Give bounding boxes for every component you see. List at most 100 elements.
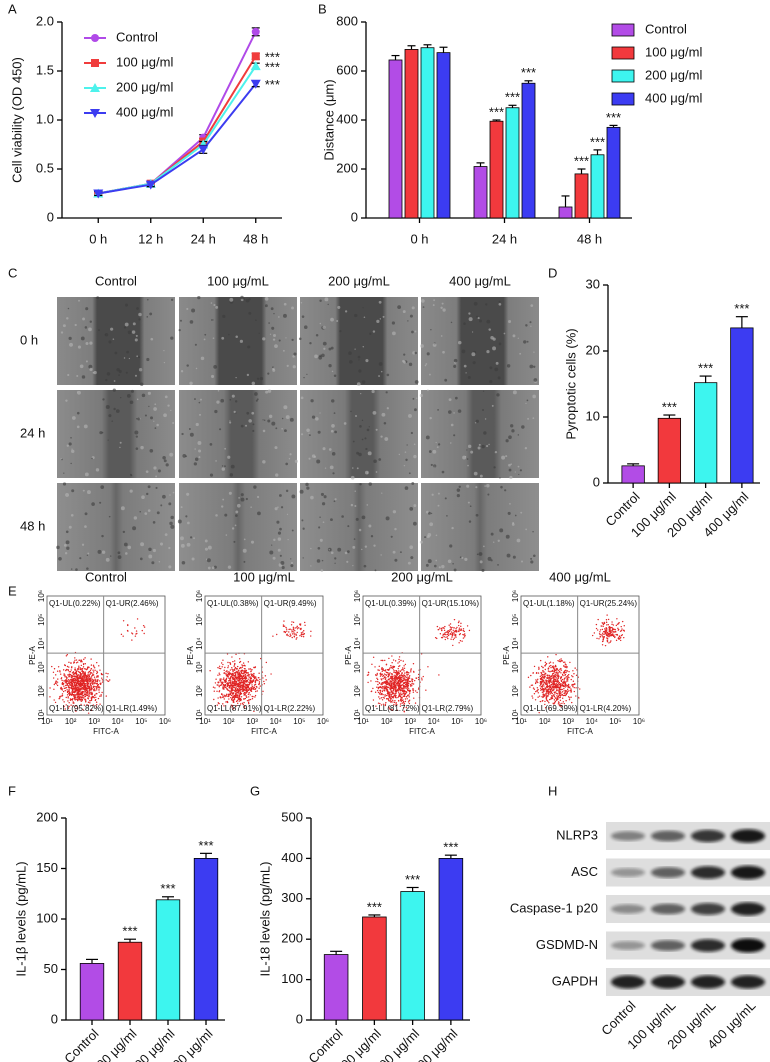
event-dot xyxy=(404,672,406,674)
event-dot xyxy=(253,676,256,678)
y-tick-label: 0 xyxy=(47,209,54,224)
cell-texture xyxy=(70,568,73,570)
plot-frame xyxy=(204,595,324,716)
event-dot xyxy=(408,694,410,696)
event-dot xyxy=(405,696,408,698)
event-dot xyxy=(408,690,411,693)
event-dot xyxy=(98,665,100,667)
cell-texture xyxy=(71,489,75,493)
event-dot xyxy=(242,680,244,682)
event-dot xyxy=(453,637,456,639)
x-tick-label: 10² xyxy=(539,717,551,726)
cell-texture xyxy=(62,324,66,328)
quadrant-label: Q1-LR(1.49%) xyxy=(106,704,158,713)
cell-texture xyxy=(509,502,511,505)
event-dot xyxy=(73,683,76,685)
event-dot xyxy=(553,695,555,697)
event-dot xyxy=(262,677,264,679)
significance: *** xyxy=(734,301,749,316)
event-dot xyxy=(375,705,377,707)
event-dot xyxy=(399,678,402,680)
event-dot xyxy=(243,688,246,691)
event-dot xyxy=(72,685,75,688)
event-dot xyxy=(69,698,72,700)
cell-texture xyxy=(252,429,255,433)
event-dot xyxy=(90,658,92,660)
event-dot xyxy=(240,686,242,688)
event-dot xyxy=(377,683,379,686)
event-dot xyxy=(248,698,250,701)
cell-texture xyxy=(471,352,476,357)
legend-label: Control xyxy=(645,21,687,36)
event-dot xyxy=(71,693,73,696)
event-dot xyxy=(377,680,379,683)
event-dot xyxy=(82,666,85,668)
event-dot xyxy=(564,670,566,672)
event-dot xyxy=(285,626,287,629)
cell-texture xyxy=(424,364,427,367)
event-dot xyxy=(86,679,88,681)
cell-texture xyxy=(306,486,310,490)
cell-texture xyxy=(248,419,252,423)
cell-texture xyxy=(516,538,521,543)
event-dot xyxy=(214,682,217,684)
event-dot xyxy=(231,656,233,658)
event-dot xyxy=(384,678,387,680)
event-dot xyxy=(557,698,559,701)
event-dot xyxy=(75,675,78,678)
cell-texture xyxy=(128,357,131,360)
event-dot xyxy=(101,679,104,681)
cell-texture xyxy=(136,307,139,310)
event-dot xyxy=(73,687,76,690)
significance: *** xyxy=(443,840,458,855)
cell-texture xyxy=(414,408,417,412)
cell-texture xyxy=(61,458,63,461)
cell-texture xyxy=(155,475,158,478)
cell-texture xyxy=(250,506,252,508)
cell-texture xyxy=(525,528,528,531)
event-dot xyxy=(67,674,70,676)
cell-texture xyxy=(84,472,89,477)
event-dot xyxy=(447,637,449,640)
event-dot xyxy=(253,674,255,676)
cell-texture xyxy=(70,462,72,465)
event-dot xyxy=(392,691,394,693)
event-dot xyxy=(425,689,427,691)
event-dot xyxy=(611,626,613,629)
cell-texture xyxy=(437,409,439,411)
cell-texture xyxy=(435,534,438,537)
cell-texture xyxy=(289,453,292,456)
event-dot xyxy=(240,671,243,674)
bar xyxy=(420,47,435,219)
event-dot xyxy=(402,695,405,698)
x-tick-label: 10⁶ xyxy=(633,717,645,726)
cell-texture xyxy=(501,455,506,460)
cell-texture xyxy=(379,318,382,320)
event-dot xyxy=(260,657,262,660)
event-dot xyxy=(390,677,392,680)
event-dot xyxy=(53,683,56,686)
cell-texture xyxy=(210,319,213,321)
point xyxy=(250,79,261,89)
event-dot xyxy=(374,674,377,676)
event-dot xyxy=(90,687,93,690)
event-dot xyxy=(557,686,559,689)
cell-texture xyxy=(104,334,106,336)
cell-texture xyxy=(487,556,492,561)
event-dot xyxy=(616,618,618,620)
y-tick-label: 10⁶ xyxy=(37,590,46,602)
event-dot xyxy=(391,673,394,675)
cell-texture xyxy=(322,447,326,451)
event-dot xyxy=(300,628,302,631)
cell-texture xyxy=(135,447,139,450)
cell-texture xyxy=(322,341,327,346)
event-dot xyxy=(559,684,562,687)
significance: *** xyxy=(574,153,589,168)
cell-texture xyxy=(221,336,225,340)
y-tick-label: 0 xyxy=(351,209,358,224)
event-dot xyxy=(557,677,559,680)
quadrant-label: Q1-LL(81.72%) xyxy=(365,704,420,713)
event-dot xyxy=(390,685,393,688)
cell-texture xyxy=(264,304,268,308)
cell-texture xyxy=(185,515,188,518)
